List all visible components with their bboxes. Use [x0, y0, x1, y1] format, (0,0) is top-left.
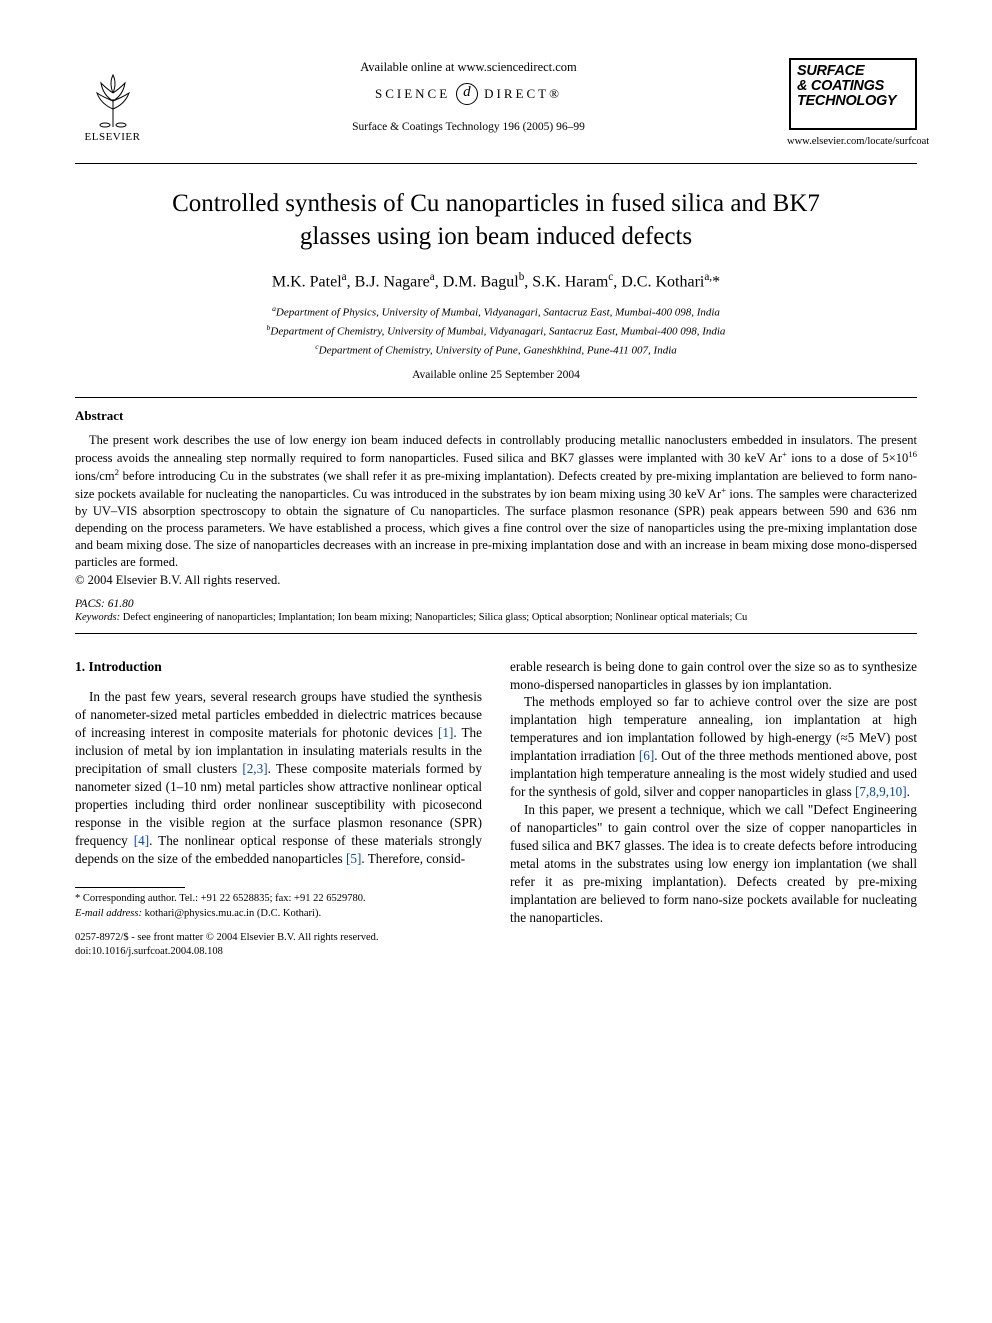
header-center: Available online at www.sciencedirect.co… [150, 58, 787, 133]
journal-logo-line1: SURFACE [797, 64, 909, 79]
keywords-value: Defect engineering of nanoparticles; Imp… [123, 612, 748, 623]
affiliation-c: cDepartment of Chemistry, University of … [75, 341, 917, 360]
top-rule [75, 163, 917, 164]
corresponding-author: * Corresponding author. Tel.: +91 22 652… [75, 892, 482, 906]
sciencedirect-right: DIRECT® [484, 86, 562, 102]
ref-6[interactable]: [6] [639, 748, 654, 763]
doi-line: doi:10.1016/j.surfcoat.2004.08.108 [75, 945, 482, 959]
pacs-label: PACS: [75, 598, 105, 610]
intro-paragraph-1: In the past few years, several research … [75, 688, 482, 868]
journal-logo-line2: & COATINGS [797, 79, 909, 94]
journal-logo-block: SURFACE & COATINGS TECHNOLOGY www.elsevi… [787, 58, 917, 147]
abstract-bottom-rule [75, 633, 917, 634]
article-title: Controlled synthesis of Cu nanoparticles… [135, 188, 857, 253]
left-column: 1. Introduction In the past few years, s… [75, 658, 482, 960]
sciencedirect-logo: SCIENCE DIRECT® [375, 83, 562, 105]
keywords-line: Keywords: Defect engineering of nanopart… [75, 612, 917, 623]
pacs-line: PACS: 61.80 [75, 598, 917, 610]
front-matter-line: 0257-8972/$ - see front matter © 2004 El… [75, 931, 482, 945]
ref-2-3[interactable]: [2,3] [242, 761, 267, 776]
affiliation-a: aDepartment of Physics, University of Mu… [75, 303, 917, 322]
locate-url: www.elsevier.com/locate/surfcoat [787, 136, 917, 147]
publisher-name: ELSEVIER [85, 131, 141, 143]
doi-block: 0257-8972/$ - see front matter © 2004 El… [75, 931, 482, 959]
page-header: ELSEVIER Available online at www.science… [75, 58, 917, 147]
keywords-label: Keywords: [75, 612, 120, 623]
elsevier-tree-icon [83, 69, 143, 129]
available-online-text: Available online at www.sciencedirect.co… [150, 60, 787, 75]
available-online-date: Available online 25 September 2004 [75, 369, 917, 381]
publisher-logo: ELSEVIER [75, 58, 150, 143]
corresponding-footnote: * Corresponding author. Tel.: +91 22 652… [75, 892, 482, 920]
intro-paragraph-1-cont: erable research is being done to gain co… [510, 658, 917, 694]
body-columns: 1. Introduction In the past few years, s… [75, 658, 917, 960]
section-1-heading: 1. Introduction [75, 658, 482, 676]
citation-line: Surface & Coatings Technology 196 (2005)… [150, 121, 787, 133]
ref-7-8-9-10[interactable]: [7,8,9,10] [855, 784, 907, 799]
right-column: erable research is being done to gain co… [510, 658, 917, 960]
pacs-value: 61.80 [108, 598, 134, 610]
journal-logo-line3: TECHNOLOGY [797, 94, 909, 109]
ref-4[interactable]: [4] [134, 833, 149, 848]
email-value: kothari@physics.mu.ac.in (D.C. Kothari). [145, 908, 321, 919]
copyright-line: © 2004 Elsevier B.V. All rights reserved… [75, 573, 917, 588]
ref-1[interactable]: [1] [438, 725, 453, 740]
intro-paragraph-3: In this paper, we present a technique, w… [510, 801, 917, 927]
email-label: E-mail address: [75, 908, 142, 919]
sciencedirect-left: SCIENCE [375, 86, 450, 102]
abstract-body: The present work describes the use of lo… [75, 432, 917, 570]
intro-paragraph-2: The methods employed so far to achieve c… [510, 693, 917, 801]
journal-logo-box: SURFACE & COATINGS TECHNOLOGY [789, 58, 917, 130]
abstract-heading: Abstract [75, 408, 917, 424]
affiliations: aDepartment of Physics, University of Mu… [75, 303, 917, 359]
authors-line: M.K. Patela, B.J. Nagarea, D.M. Bagulb, … [75, 271, 917, 291]
ref-5[interactable]: [5] [346, 851, 361, 866]
abstract-top-rule [75, 397, 917, 398]
sciencedirect-swirl-icon [456, 83, 478, 105]
affiliation-b: bDepartment of Chemistry, University of … [75, 322, 917, 341]
footnote-rule [75, 887, 185, 888]
corresponding-email: E-mail address: kothari@physics.mu.ac.in… [75, 907, 482, 921]
